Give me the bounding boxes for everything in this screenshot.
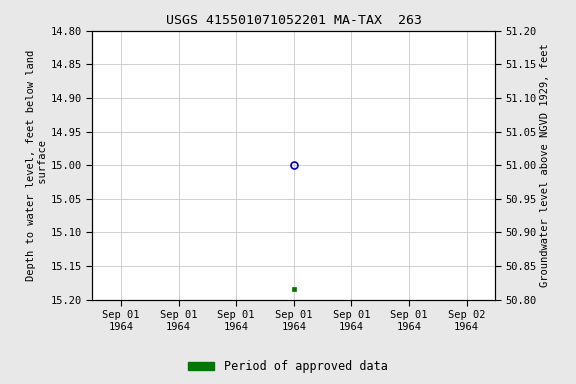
Y-axis label: Depth to water level, feet below land
 surface: Depth to water level, feet below land su… [26,50,48,281]
Title: USGS 415501071052201 MA-TAX  263: USGS 415501071052201 MA-TAX 263 [166,14,422,27]
Y-axis label: Groundwater level above NGVD 1929, feet: Groundwater level above NGVD 1929, feet [540,43,550,287]
Legend: Period of approved data: Period of approved data [184,356,392,378]
